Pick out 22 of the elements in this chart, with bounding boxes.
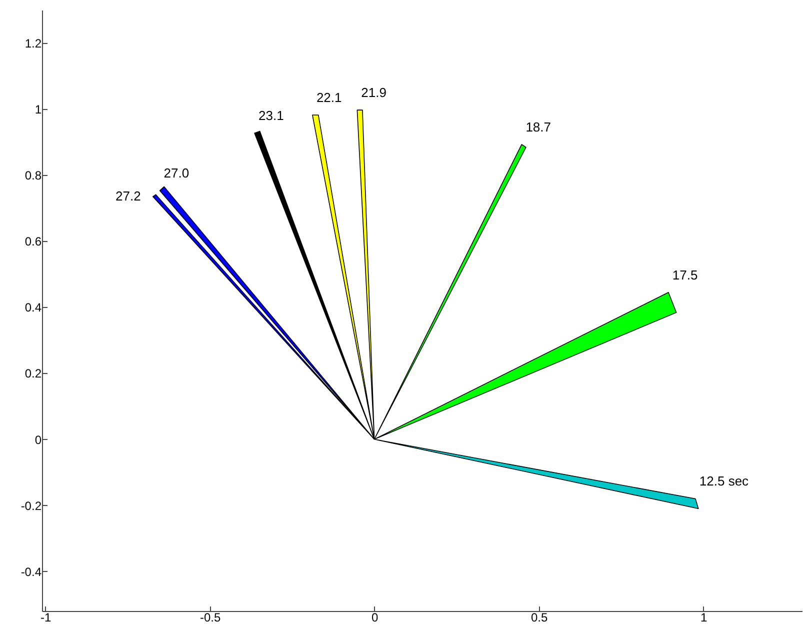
annotation: 17.5 xyxy=(672,267,698,282)
y-tick-label: 1.2 xyxy=(24,36,42,51)
x-tick-label: -1 xyxy=(40,610,52,624)
y-tick-label: 0.4 xyxy=(24,300,42,315)
x-tick-label: 0 xyxy=(371,610,378,624)
y-tick-label: 0.8 xyxy=(24,168,42,183)
annotation: 22.1 xyxy=(316,90,342,106)
x-tick-label: 1 xyxy=(700,610,708,624)
y-tick-label: 1 xyxy=(34,102,42,117)
y-tick-label: -0.2 xyxy=(20,498,42,513)
annotation: 18.7 xyxy=(526,119,551,134)
annotation: 21.9 xyxy=(361,85,386,100)
annotation: 27.2 xyxy=(116,188,141,204)
y-tick-label: 0.6 xyxy=(24,234,42,249)
annotation: 12.5 sec xyxy=(699,474,750,489)
y-tick-label: -0.4 xyxy=(20,564,42,579)
y-tick-label: 0 xyxy=(34,432,42,447)
x-tick-label: -0.5 xyxy=(200,610,221,624)
y-tick-label: 0.2 xyxy=(24,366,42,381)
annotation: 27.0 xyxy=(164,166,190,181)
annotation: 23.1 xyxy=(258,108,284,124)
x-tick-label: 0.5 xyxy=(530,610,548,624)
